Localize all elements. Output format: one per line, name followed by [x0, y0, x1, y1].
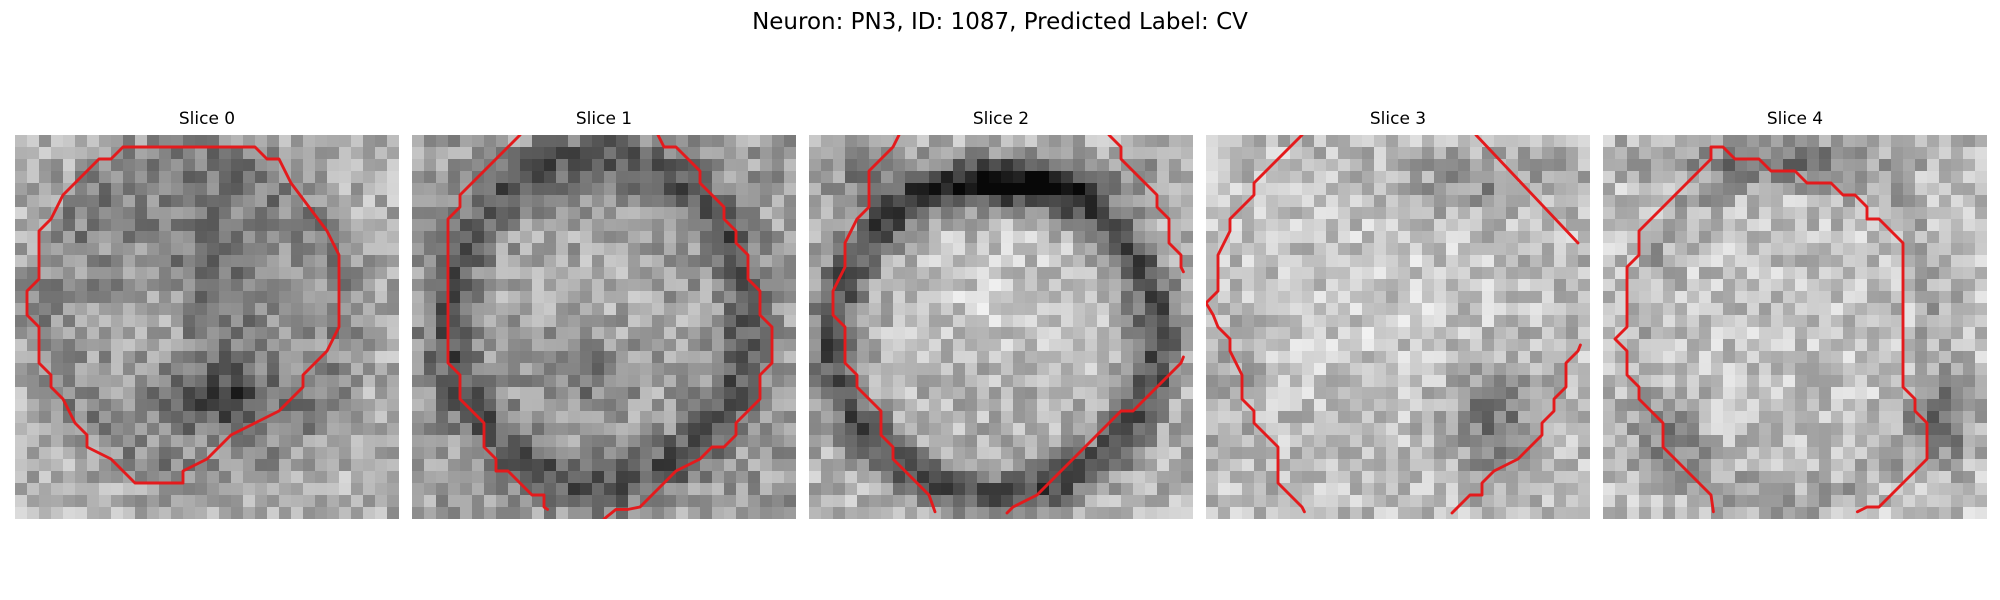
figure-title: Neuron: PN3, ID: 1087, Predicted Label: … [752, 9, 1248, 35]
slice-pixels [412, 135, 796, 519]
contour-line [1450, 343, 1582, 515]
contour-line [1474, 135, 1580, 245]
contour-line [1107, 135, 1185, 274]
contour-line [1613, 157, 1715, 514]
slice-pixels [809, 135, 1193, 519]
contour-line [831, 135, 937, 514]
slice-image [1603, 135, 1987, 519]
slice-pixels [1603, 135, 1987, 519]
contour-line [1709, 145, 1929, 514]
slice-title: Slice 3 [1369, 109, 1427, 129]
slice-pixels [1206, 135, 1590, 519]
slice-title: Slice 1 [575, 109, 633, 129]
slice-title: Slice 0 [178, 109, 236, 129]
slice-image [809, 135, 1193, 519]
slice-pixels [15, 135, 399, 519]
slice-title: Slice 2 [972, 109, 1030, 129]
contour-line [602, 135, 774, 519]
slice-image [412, 135, 796, 519]
slice-image [15, 135, 399, 519]
contour-line [1005, 355, 1185, 515]
contour-line [25, 145, 341, 485]
contour-line [446, 135, 550, 511]
slice-title: Slice 4 [1766, 109, 1824, 129]
slice-image [1206, 135, 1590, 519]
contour-line [1206, 135, 1306, 514]
